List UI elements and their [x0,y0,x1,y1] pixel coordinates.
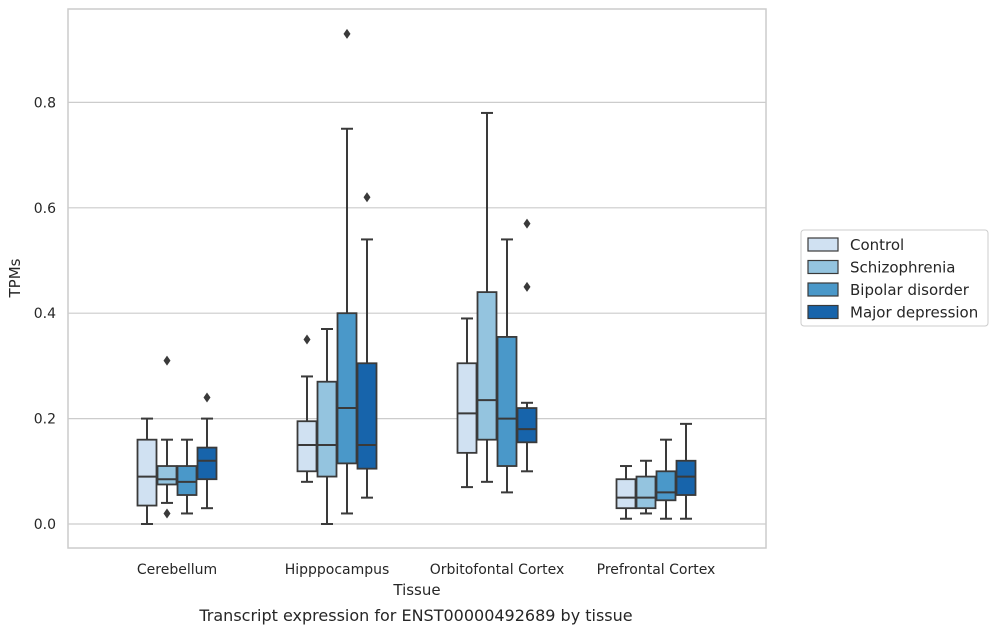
box-body [635,475,657,510]
box-body [496,336,518,467]
box-0-1 [296,334,318,483]
outlier-point [163,355,171,366]
box-body [615,478,637,510]
legend-label: Bipolar disorder [850,281,970,299]
box-0-2 [456,317,478,489]
plot-frame [67,8,767,549]
box-body [456,362,478,454]
box-1-2 [476,111,498,483]
y-tick-label: 0.0 [34,517,56,533]
box-1-0 [156,355,178,519]
x-tick-label: Hipppocampus [285,562,390,578]
box-body [136,438,158,507]
legend-frame [800,229,989,327]
box-body [675,459,697,496]
box-2-2 [496,238,518,494]
outlier-point [523,281,531,292]
y-tick-labels: 0.0 0.2 0.4 0.6 0.8 [34,95,56,533]
legend-swatch [807,237,839,252]
box-1-3 [635,459,657,515]
outlier-point [203,392,211,403]
x-tick-label: Orbitofontal Cortex [430,562,565,578]
legend-label: Schizophrenia [850,259,955,277]
y-tick-label: 0.4 [34,306,56,322]
box-body [296,420,318,473]
legend-swatch [807,259,839,275]
box-body [176,465,198,496]
box-3-0 [196,392,218,510]
y-tick-label: 0.6 [34,201,56,217]
legend-label: Major depression [850,304,978,322]
box-3-3 [675,422,697,520]
x-axis-label: Tissue [392,581,440,599]
box-0-3 [615,465,637,520]
legend-swatch [807,304,839,320]
box-body [196,446,218,481]
x-tick-label: Prefrontal Cortex [597,562,716,578]
box-body [316,380,338,478]
boxes [136,28,697,525]
y-tick-label: 0.8 [34,95,56,111]
box-body [356,362,378,470]
figure-caption: Transcript expression for ENST0000049268… [199,606,633,625]
y-axis-label: TPMs [6,258,24,298]
box-body [655,470,677,502]
legend-swatch [807,282,839,297]
box-body [516,407,538,444]
y-tick-label: 0.2 [34,412,56,428]
x-tick-label: Cerebellum [137,562,217,578]
box-1-1 [316,328,338,525]
outlier-point [163,508,171,519]
box-3-1 [356,192,378,499]
box-3-2 [516,218,538,473]
box-2-3 [655,438,677,520]
box-body [476,291,498,441]
box-2-1 [336,28,358,515]
box-body [336,312,358,465]
box-body [156,465,178,486]
outlier-point [343,28,351,39]
box-2-0 [176,438,198,515]
outlier-point [523,218,531,229]
outlier-point [363,192,371,203]
gridlines [68,101,766,525]
box-0-0 [136,417,158,525]
legend: Control Schizophrenia Bipolar disorder Majo… [800,229,989,327]
legend-label: Control [850,236,904,254]
x-tick-labels: Cerebellum Hipppocampus Orbitofontal Corte… [137,562,715,578]
outlier-point [303,334,311,345]
